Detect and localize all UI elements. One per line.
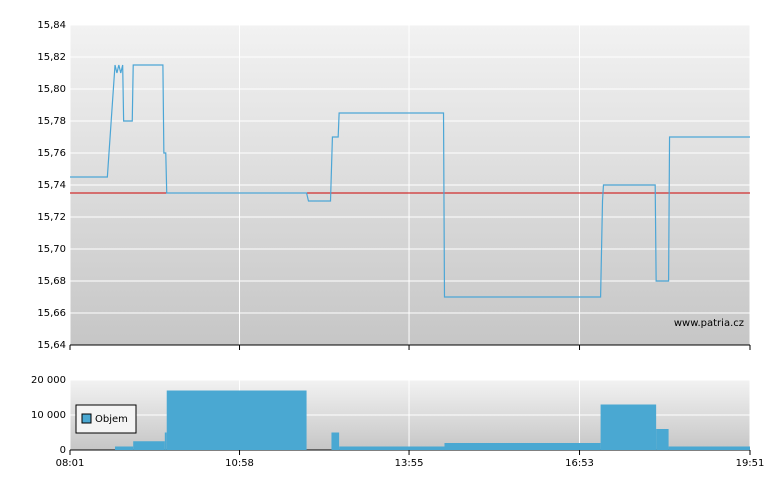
volume-bar — [331, 432, 340, 450]
volume-bar — [444, 443, 601, 450]
y-tick-label: 15,70 — [37, 244, 66, 255]
x-tick-label: 16:53 — [565, 458, 594, 469]
volume-bar — [115, 446, 134, 450]
volume-bar — [656, 429, 669, 450]
y-tick-label: 15,76 — [37, 148, 66, 159]
y-tick-label: 15,64 — [37, 340, 66, 351]
y-tick-label: 15,78 — [37, 116, 66, 127]
legend-label: Objem — [95, 414, 128, 425]
watermark: www.patria.cz — [674, 318, 744, 329]
x-tick-label: 13:55 — [395, 458, 424, 469]
legend: Objem — [75, 404, 137, 434]
legend-swatch — [81, 413, 92, 424]
volume-bar — [166, 390, 307, 450]
price-line — [70, 64, 750, 298]
x-tick-label: 10:58 — [225, 458, 254, 469]
y-tick-label: 20 000 — [31, 375, 66, 386]
volume-bar — [600, 404, 657, 450]
y-tick-label: 0 — [60, 445, 66, 456]
y-tick-label: 15,80 — [37, 84, 66, 95]
volume-bar — [339, 446, 445, 450]
y-tick-label: 15,66 — [37, 308, 66, 319]
y-tick-label: 15,82 — [37, 52, 66, 63]
y-tick-label: 10 000 — [31, 410, 66, 421]
volume-bar — [164, 432, 167, 450]
y-tick-label: 15,72 — [37, 212, 66, 223]
volume-bar — [133, 441, 165, 450]
y-tick-label: 15,68 — [37, 276, 66, 287]
y-tick-label: 15,84 — [37, 20, 66, 31]
x-tick-label: 08:01 — [56, 458, 85, 469]
y-tick-label: 15,74 — [37, 180, 66, 191]
x-tick-label: 19:51 — [736, 458, 765, 469]
volume-bar — [668, 446, 750, 450]
